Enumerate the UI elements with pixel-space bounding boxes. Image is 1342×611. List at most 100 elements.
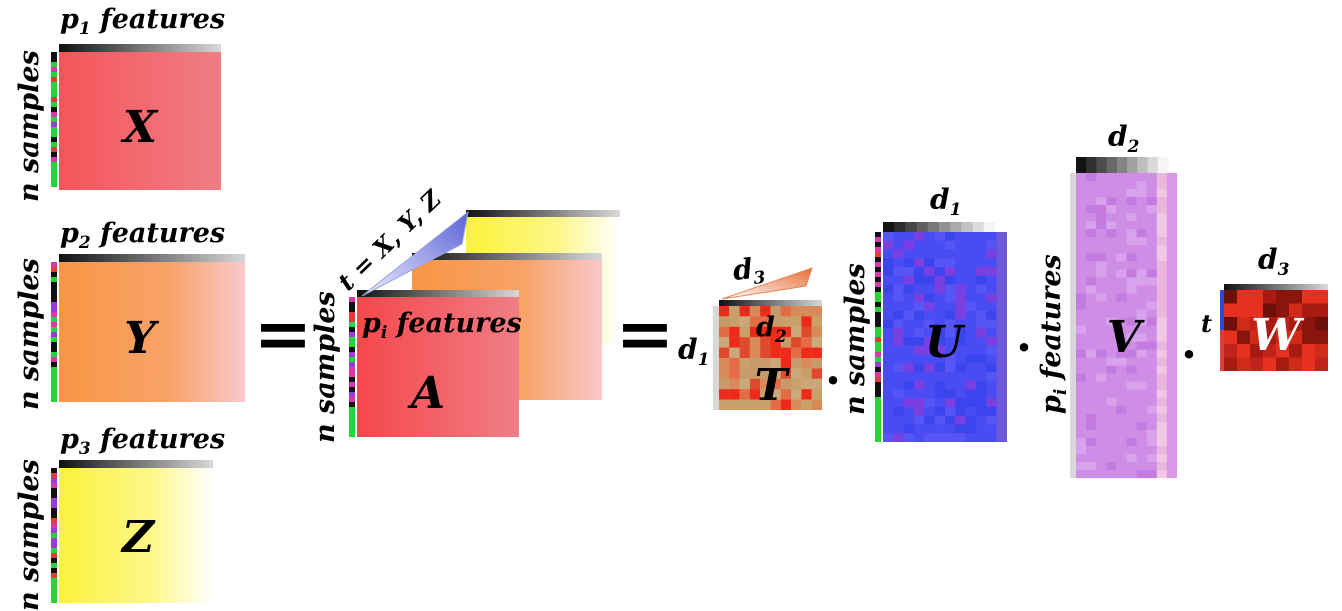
sample-strip-cell [51,272,57,277]
factor-v-cell [1136,213,1147,222]
factor-w-cell [1224,303,1237,317]
factor-u-cell [924,424,935,434]
factor-u-cell [883,337,894,346]
factor-v-cell [1136,261,1147,270]
factor-v-cell [1166,173,1177,182]
factor-u-cell [903,389,914,399]
factor-u-cell [986,232,997,241]
factor-u-cell [893,345,904,355]
factor-u-cell [913,354,925,364]
factor-v-cell [1116,237,1127,246]
factor-w-cell [1302,357,1315,371]
factor-v-cell [1156,462,1167,471]
factor-v-cell [1146,269,1157,278]
factor-u-cell [934,345,945,355]
factor-u-cell [883,415,894,425]
factor-v-cell [1096,373,1107,382]
factor-v: d2 pi features V [1036,120,1177,479]
factor-u-cell [903,258,914,267]
factor-v-cell [1156,317,1167,326]
factor-v-cell [1156,269,1167,278]
factor-v-cell [1136,309,1147,318]
factor-v-cell [1166,253,1177,262]
factor-v-cell [1086,470,1097,479]
factor-v-cell [1116,341,1127,350]
factor-u-cell [913,249,925,259]
factor-v-cell [1126,462,1137,471]
core-t-cell [749,358,761,369]
factor-v-cell [1116,405,1127,414]
factor-u-cell [893,398,904,407]
factor-u-cell [955,240,966,250]
core-t-cell [719,316,730,327]
product-dot-3: · [1181,327,1197,381]
core-tensor-t: d3 d2 d1 T [678,252,822,411]
sample-strip-cell [349,352,355,357]
sample-strip-cell [875,282,881,287]
factor-v-cell [1116,181,1127,190]
sample-strip-cell [875,377,881,382]
factor-v-cell [1076,277,1087,286]
core-t-cell [749,389,761,400]
factor-w-cell [1263,344,1276,358]
factor-u-cell [903,267,914,276]
factor-v-cell [1086,277,1097,286]
factor-v-cell [1076,221,1087,230]
factor-v-cell [1076,237,1087,246]
sample-strip-cell [349,367,355,372]
factor-v-cell [1166,293,1177,302]
core-t-cell [791,306,802,317]
sample-strip-cell [51,337,57,342]
factor-v-cell [1166,237,1177,246]
factor-v-cell [1086,317,1097,326]
factor-u-cell [986,275,997,285]
factor-u-cell [893,310,904,320]
factor-v-cell [1166,229,1177,238]
factor-u-cell [996,258,1007,267]
factor-u-cell [955,249,966,259]
factor-u-cell [975,345,987,355]
factor-w-cell [1289,344,1302,358]
core-t-cell [739,326,750,338]
factor-v-cell [1086,181,1097,190]
core-t-cell [811,368,822,379]
factor-v-cell [1106,333,1117,342]
header-ramp-cell [883,222,895,232]
sample-strip-cell [875,337,881,342]
factor-u-cell [934,302,945,311]
factor-w-cell [1315,357,1328,371]
sample-strip-cell [349,397,355,402]
sample-strip-cell [51,367,57,372]
header-ramp-cell [939,222,951,232]
factor-v-cell [1146,325,1157,334]
factor-u-cell [944,380,956,390]
factor-v-cell [1136,221,1147,230]
core-t-cell [811,389,822,400]
factor-u-cell [903,407,914,416]
factor-u-cell [883,302,894,311]
core-t-cell [811,399,822,410]
core-t-cell [749,337,761,348]
factor-v-cell [1086,205,1097,214]
sample-strip-cell [51,122,57,127]
factor-v-cell [1116,253,1127,262]
factor-v-cell [1146,181,1157,190]
factor-v-cell [1096,205,1107,214]
core-t-wedge [721,267,813,300]
factor-v-cell [1166,277,1177,286]
factor-u-cell [996,433,1007,442]
factor-w-cell [1224,357,1237,371]
factor-v-cell [1126,189,1137,198]
factor-u-cell [955,363,966,372]
core-t-cell [791,326,802,338]
factor-v-cell [1156,389,1167,398]
factor-u-cell [955,389,966,399]
factor-w-cell [1289,357,1302,371]
factor-u-cell [965,319,976,329]
factor-u-cell [996,319,1007,329]
sample-strip-cell [875,367,881,372]
factor-v-cell [1076,293,1087,302]
factor-v-cell [1156,373,1167,382]
sample-strip-cell [51,528,57,533]
factor-u-cell [924,284,935,294]
